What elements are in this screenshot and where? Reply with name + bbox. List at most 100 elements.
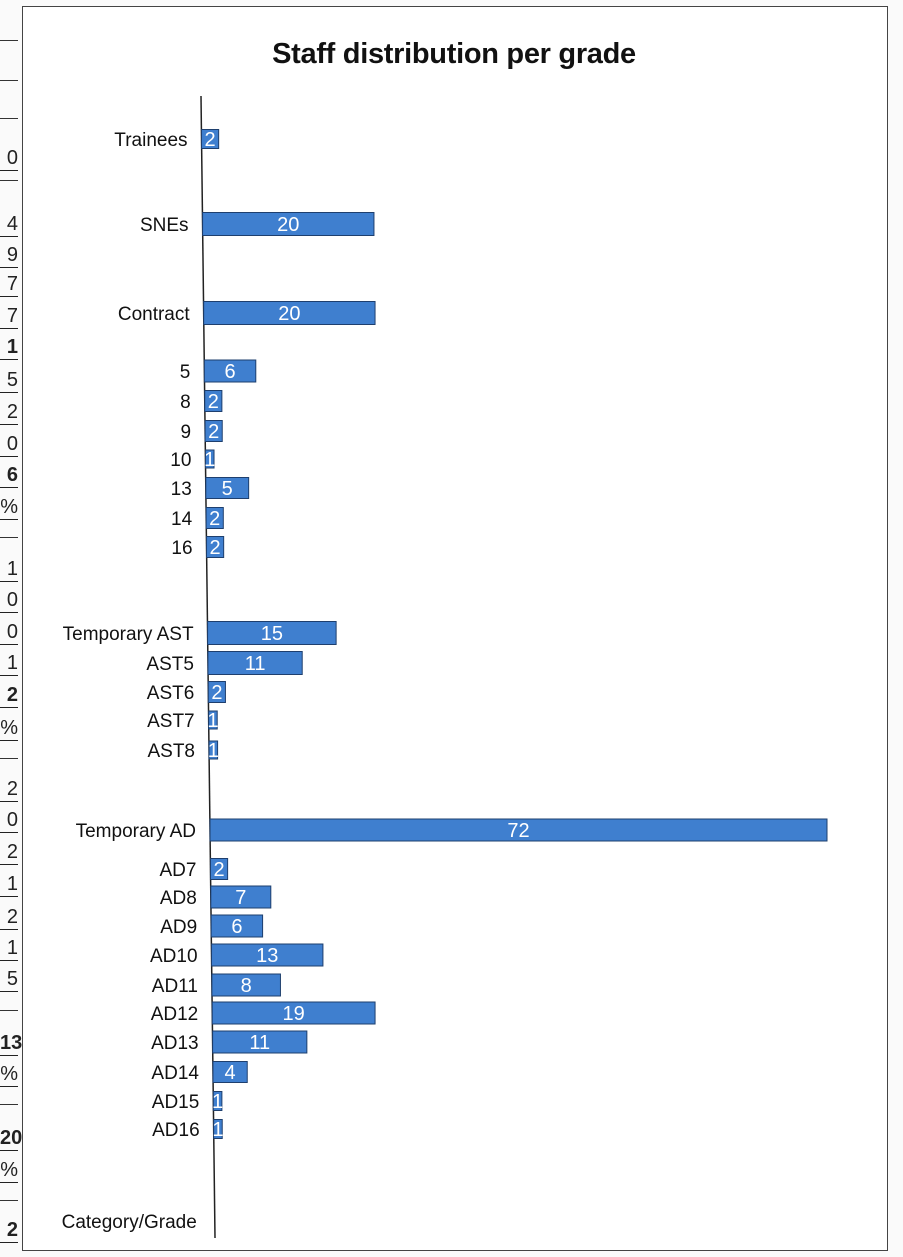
strip-rule (0, 118, 18, 119)
strip-rule (0, 40, 18, 41)
bar (203, 301, 376, 325)
strip-cell: 0 (0, 620, 18, 645)
strip-cell: 7 (0, 272, 18, 297)
bar (205, 477, 250, 499)
category-label: AD11 (152, 976, 198, 997)
bar-value-label: 2 (213, 859, 224, 881)
category-label: AD7 (160, 860, 197, 881)
strip-rule (0, 1010, 18, 1011)
strip-cell: 0 (0, 808, 18, 833)
bar-value-label: 8 (241, 975, 252, 997)
strip-cell: 2 (0, 1218, 18, 1243)
strip-cell: 5 (0, 368, 18, 393)
bar-value-label: 2 (208, 391, 219, 413)
bar (212, 1061, 248, 1083)
strip-rule (0, 180, 18, 181)
bar-value-label: 1 (204, 449, 215, 471)
category-label: 16 (171, 538, 192, 559)
strip-cell: 2 (0, 683, 18, 708)
bar (208, 710, 218, 730)
bar (202, 212, 375, 236)
bar (212, 1030, 308, 1054)
category-label: 13 (171, 479, 192, 500)
cropped-table-strip: 0 4 9 7 7 1 5 2 0 6 % 1 0 0 1 2 % 2 0 2 … (0, 0, 23, 1257)
bar-value-label: 6 (231, 916, 242, 938)
category-label: Trainees (114, 130, 187, 151)
bar-value-label: 11 (249, 1032, 270, 1054)
category-label: SNEs (140, 215, 189, 236)
bar (203, 359, 257, 383)
strip-cell: 4 (0, 212, 18, 237)
bar (204, 449, 215, 469)
bar (209, 818, 828, 842)
bar (213, 1119, 223, 1139)
strip-cell: 9 (0, 243, 18, 268)
bar-value-label: 6 (225, 361, 236, 383)
strip-cell: % (0, 1159, 18, 1183)
bar (211, 1001, 376, 1025)
bar (204, 420, 223, 442)
strip-cell: % (0, 1063, 18, 1087)
strip-cell: 1 (0, 936, 18, 961)
bar-value-label: 2 (208, 421, 219, 443)
bar-value-label: 1 (207, 710, 218, 732)
bar (207, 651, 303, 675)
strip-cell: 2 (0, 905, 18, 930)
bar-value-label: 20 (277, 214, 299, 236)
strip-cell: 13 (0, 1032, 23, 1056)
category-label: AST5 (146, 654, 194, 675)
strip-cell: 5 (0, 967, 18, 992)
category-label: AD15 (152, 1092, 200, 1113)
bar (211, 973, 281, 997)
bar-value-label: 2 (209, 508, 220, 530)
strip-cell: 0 (0, 588, 18, 613)
strip-cell: % (0, 496, 18, 520)
category-label: AST8 (147, 741, 195, 762)
category-label: 8 (180, 392, 191, 413)
strip-rule (0, 1200, 18, 1201)
strip-cell: % (0, 717, 18, 741)
bar (209, 858, 229, 880)
chart-frame (22, 6, 888, 1251)
strip-cell: 20 (0, 1127, 23, 1151)
bar (206, 536, 225, 558)
category-label: AD12 (151, 1004, 199, 1025)
strip-cell: 1 (0, 872, 18, 897)
bar-value-label: 2 (211, 682, 222, 704)
category-label: AST7 (147, 711, 195, 732)
category-label: Contract (118, 304, 191, 325)
category-label: AD16 (152, 1120, 200, 1141)
bar-value-label: 19 (283, 1003, 305, 1025)
category-label: AD10 (150, 946, 198, 967)
strip-cell: 6 (0, 463, 18, 488)
bar-value-label: 4 (225, 1062, 236, 1084)
bar (210, 885, 272, 909)
strip-cell: 0 (0, 432, 18, 457)
category-label: 10 (170, 450, 191, 471)
bar-value-label: 1 (208, 740, 219, 762)
bar-value-label: 7 (235, 887, 246, 909)
bar-value-label: 15 (261, 623, 283, 645)
strip-cell: 1 (0, 557, 18, 582)
bar (208, 740, 219, 760)
strip-cell: 7 (0, 304, 18, 329)
category-label: 9 (181, 422, 192, 443)
bar-value-label: 13 (256, 945, 278, 967)
bar-value-label: 1 (212, 1119, 223, 1141)
category-label: AST6 (147, 683, 195, 704)
bar (204, 390, 223, 412)
bar-value-label: 2 (205, 129, 216, 151)
bar-value-label: 2 (210, 537, 221, 559)
bar-value-label: 11 (245, 653, 266, 675)
axis-title: Category/Grade (62, 1212, 197, 1233)
category-label: AD14 (151, 1063, 199, 1084)
category-label: 5 (180, 362, 191, 383)
strip-cell: 1 (0, 651, 18, 676)
strip-cell: 0 (0, 146, 18, 171)
bar (205, 507, 224, 529)
category-label: Temporary AD (76, 821, 196, 842)
category-label: AD9 (160, 917, 197, 938)
strip-cell: 1 (0, 335, 18, 360)
strip-cell: 2 (0, 400, 18, 425)
bar (210, 914, 264, 938)
